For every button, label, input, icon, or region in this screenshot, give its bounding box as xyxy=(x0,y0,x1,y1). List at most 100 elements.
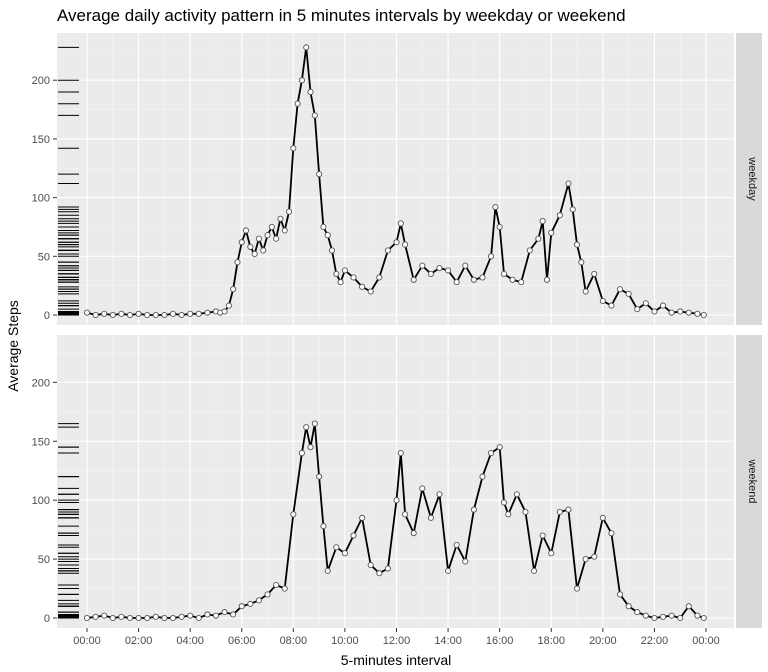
plot-area: 0 50 100 150 200 weekday 0 50 100 150 200 weekend 00… xyxy=(32,33,762,647)
y-tick-label: 0 xyxy=(44,310,50,322)
data-point-weekday xyxy=(92,311,99,319)
data-point-weekday xyxy=(118,310,125,317)
data-point-weekend xyxy=(556,508,563,516)
data-point-weekend xyxy=(333,544,340,551)
data-point-weekday xyxy=(109,311,116,319)
data-point-weekday xyxy=(492,203,499,211)
data-point-weekend xyxy=(659,613,667,620)
data-point-weekend xyxy=(410,530,417,537)
data-point-weekend xyxy=(384,565,391,572)
data-point-weekday xyxy=(328,247,336,254)
y-axis-title: Average Steps xyxy=(5,300,21,392)
data-point-weekday xyxy=(625,290,632,297)
data-point-weekend xyxy=(427,514,434,521)
data-point-weekend xyxy=(169,614,177,622)
data-point-weekday xyxy=(578,259,585,266)
data-point-weekend xyxy=(453,541,460,548)
data-point-weekend xyxy=(479,473,486,480)
x-tick-label: 22:00 xyxy=(641,635,669,647)
data-point-weekend xyxy=(685,603,692,610)
data-point-weekend xyxy=(101,612,108,619)
data-point-weekend xyxy=(341,550,348,557)
data-point-weekday xyxy=(290,145,297,152)
data-point-weekday xyxy=(144,311,151,319)
data-point-weekday xyxy=(397,220,404,227)
data-point-weekend xyxy=(281,585,288,592)
data-point-weekday xyxy=(453,279,460,286)
data-point-weekday xyxy=(101,310,108,317)
data-point-weekend xyxy=(204,611,211,618)
x-tick-label: 04:00 xyxy=(176,635,204,647)
data-point-weekday xyxy=(685,309,692,316)
data-point-weekday xyxy=(230,286,237,293)
data-point-weekend xyxy=(565,506,572,513)
data-point-weekday xyxy=(337,279,344,286)
y-tick-label: 200 xyxy=(32,75,50,87)
data-point-weekday xyxy=(384,247,391,254)
y-tick-label: 0 xyxy=(44,613,50,625)
data-point-weekday xyxy=(294,100,301,107)
data-point-weekend xyxy=(462,558,469,565)
data-point-weekend xyxy=(513,491,520,498)
data-point-weekend xyxy=(488,449,495,457)
data-point-weekday xyxy=(410,276,417,283)
data-point-weekday xyxy=(582,288,589,295)
data-point-weekend xyxy=(599,514,606,521)
data-point-weekday xyxy=(470,276,477,283)
data-point-weekend xyxy=(694,612,701,619)
data-point-weekend xyxy=(359,514,366,521)
data-point-weekday xyxy=(268,223,275,231)
data-point-weekend xyxy=(247,600,254,607)
data-point-weekend xyxy=(316,473,323,480)
data-point-weekday xyxy=(161,311,168,319)
data-point-weekend xyxy=(397,449,404,457)
data-point-weekday xyxy=(616,286,624,293)
data-point-weekday xyxy=(518,279,525,286)
data-point-weekend xyxy=(118,613,125,620)
y-tick-label: 100 xyxy=(32,193,50,205)
data-point-weekday xyxy=(419,262,426,269)
data-point-weekend xyxy=(307,444,314,451)
data-point-weekend xyxy=(548,550,555,557)
data-point-weekday xyxy=(135,310,142,317)
data-point-weekday xyxy=(659,302,667,309)
data-point-weekend xyxy=(531,567,538,574)
data-point-weekday xyxy=(367,288,374,295)
facet-strip-label: weekend xyxy=(746,458,758,503)
data-point-weekday xyxy=(83,309,91,316)
data-point-weekend xyxy=(496,444,503,451)
data-point-weekend xyxy=(625,603,632,610)
data-point-weekday xyxy=(599,297,606,304)
data-point-weekday xyxy=(427,270,434,277)
panel-background xyxy=(57,33,734,325)
data-point-weekday xyxy=(535,235,542,242)
y-tick-label: 50 xyxy=(38,554,50,566)
data-point-weekend xyxy=(109,614,116,622)
panel-background xyxy=(57,335,734,628)
data-point-weekend xyxy=(221,609,228,616)
data-point-weekday xyxy=(591,270,598,277)
data-point-weekend xyxy=(152,613,159,620)
data-point-weekday xyxy=(221,308,228,315)
data-point-weekday xyxy=(303,44,310,51)
data-point-weekday xyxy=(307,88,314,96)
data-point-weekday xyxy=(573,241,581,248)
data-point-weekday xyxy=(642,300,649,307)
data-point-weekend xyxy=(668,612,675,619)
data-point-weekday xyxy=(255,235,262,242)
data-point-weekday xyxy=(341,267,348,274)
data-point-weekday xyxy=(500,270,508,277)
data-point-weekday xyxy=(694,310,701,317)
data-point-weekend xyxy=(212,612,220,619)
y-tick-label: 100 xyxy=(32,495,50,507)
data-point-weekend xyxy=(573,585,581,592)
data-point-weekend xyxy=(311,420,318,427)
data-point-weekend xyxy=(298,449,305,457)
data-point-weekday xyxy=(479,274,486,281)
data-point-weekend xyxy=(393,497,400,504)
data-point-weekday xyxy=(316,171,323,178)
y-tick-label: 50 xyxy=(38,251,50,263)
data-point-weekday xyxy=(195,310,202,317)
data-point-weekday xyxy=(285,208,293,215)
